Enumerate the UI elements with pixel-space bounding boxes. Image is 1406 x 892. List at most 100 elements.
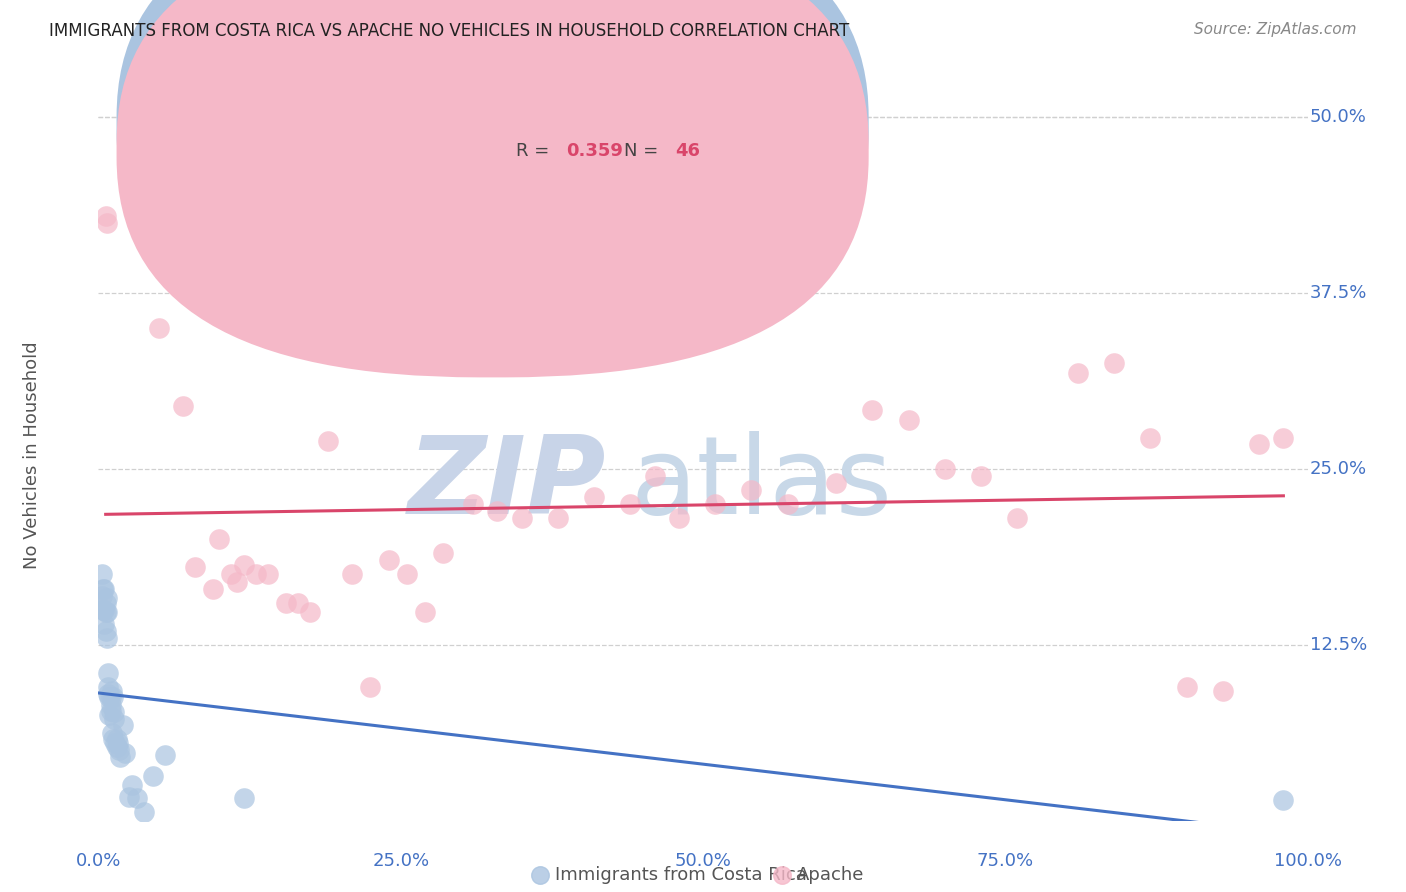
Point [97, 687, 120, 701]
FancyBboxPatch shape [117, 0, 869, 351]
Point [377, 553, 399, 567]
Text: 75.0%: 75.0% [977, 852, 1033, 870]
Point [934, 462, 956, 476]
Point [127, 791, 149, 805]
Point [704, 497, 727, 511]
Text: 0.0%: 0.0% [76, 852, 121, 870]
Point [644, 469, 666, 483]
Point [103, 706, 125, 720]
Point [103, 712, 125, 726]
Point [776, 497, 799, 511]
Text: ZIP: ZIP [408, 431, 606, 537]
Point [93, 616, 115, 631]
Point [740, 483, 762, 497]
Point [148, 321, 170, 335]
Point [232, 791, 254, 805]
Text: -0.447: -0.447 [567, 117, 631, 135]
Point [432, 546, 454, 560]
Point [298, 606, 321, 620]
Text: N =: N = [624, 117, 665, 135]
Text: R =: R = [516, 143, 561, 161]
FancyBboxPatch shape [117, 0, 869, 377]
Point [1007, 511, 1029, 525]
Point [108, 743, 131, 757]
Text: 50.0%: 50.0% [1310, 108, 1367, 127]
Point [1067, 367, 1090, 381]
Point [94, 596, 117, 610]
Point [486, 504, 509, 518]
Point [97, 680, 120, 694]
Point [172, 399, 194, 413]
Point [100, 684, 122, 698]
Point [825, 476, 848, 491]
Text: 25.0%: 25.0% [373, 852, 429, 870]
Point [121, 779, 143, 793]
Point [860, 403, 883, 417]
Point [111, 718, 134, 732]
Point [547, 511, 569, 525]
Text: 43: 43 [675, 117, 700, 135]
Point [202, 582, 225, 596]
Point [970, 469, 993, 483]
FancyBboxPatch shape [467, 108, 734, 177]
Point [105, 732, 128, 747]
Point [897, 413, 920, 427]
Point [105, 740, 128, 755]
Point [97, 665, 120, 680]
Point [96, 216, 118, 230]
Point [107, 736, 129, 750]
Text: 25.0%: 25.0% [1310, 460, 1367, 478]
Point [134, 805, 156, 820]
Point [226, 574, 249, 589]
Point [91, 567, 114, 582]
Text: atlas: atlas [630, 431, 893, 537]
Point [96, 606, 118, 620]
Point [619, 497, 641, 511]
Point [100, 690, 122, 704]
Point [91, 602, 114, 616]
Text: 0.359: 0.359 [567, 143, 623, 161]
Text: 46: 46 [675, 143, 700, 161]
Point [583, 490, 606, 504]
Point [221, 567, 243, 582]
Point [91, 589, 114, 603]
Point [668, 511, 690, 525]
Point [1212, 684, 1234, 698]
Point [1272, 431, 1295, 445]
Point [100, 698, 122, 713]
Point [316, 434, 339, 448]
Point [100, 704, 122, 718]
Point [395, 567, 418, 582]
Point [232, 558, 254, 572]
Point [142, 769, 165, 783]
Point [94, 624, 117, 638]
Point [94, 606, 117, 620]
Point [342, 567, 364, 582]
Point [118, 789, 141, 804]
Text: Immigrants from Costa Rica: Immigrants from Costa Rica [555, 866, 807, 885]
Point [91, 582, 114, 596]
Text: 12.5%: 12.5% [1310, 636, 1367, 654]
Point [108, 750, 131, 764]
Text: 37.5%: 37.5% [1310, 285, 1368, 302]
Point [413, 606, 436, 620]
Point [1272, 792, 1295, 806]
Point [287, 596, 309, 610]
Text: N =: N = [624, 143, 665, 161]
Point [510, 511, 533, 525]
Point [100, 726, 122, 740]
Text: R =: R = [516, 117, 554, 135]
Point [98, 708, 121, 723]
Point [208, 533, 231, 547]
Point [1249, 436, 1271, 450]
Point [96, 631, 118, 645]
Text: 50.0%: 50.0% [675, 852, 731, 870]
Point [274, 596, 297, 610]
Point [96, 591, 118, 606]
Text: 100.0%: 100.0% [1274, 852, 1341, 870]
Point [93, 582, 115, 596]
Point [114, 746, 136, 760]
Text: No Vehicles in Household: No Vehicles in Household [22, 341, 41, 569]
Point [94, 209, 117, 223]
Point [93, 602, 115, 616]
